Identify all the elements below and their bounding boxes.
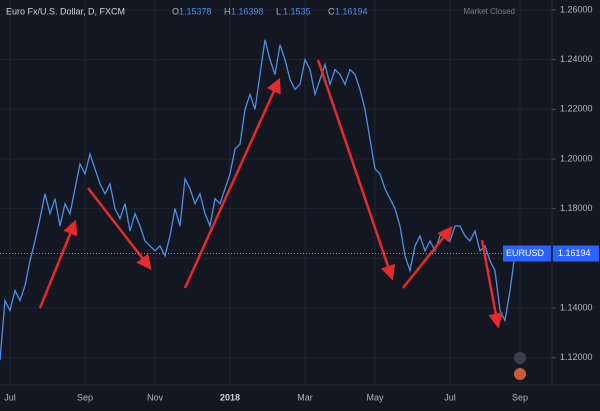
- price-tag-label: 1.16194: [558, 248, 591, 258]
- y-tick-label: 1.14000: [560, 302, 593, 312]
- ohlc-label: O: [172, 6, 179, 16]
- plot: [0, 39, 516, 361]
- event-icon: [514, 368, 526, 380]
- chart-title: Euro Fx/U.S. Dollar, D, FXCM: [6, 6, 125, 16]
- x-tick-label: Nov: [147, 392, 164, 402]
- ohlc-label: H: [224, 6, 231, 16]
- x-tick-label: May: [366, 392, 384, 402]
- y-tick-label: 1.18000: [560, 203, 593, 213]
- y-tick-label: 1.26000: [560, 4, 593, 14]
- ohlc-label: L: [276, 6, 281, 16]
- ohlc-value: 1.16194: [335, 6, 368, 16]
- arrow: [38, 219, 78, 309]
- event-icons: [514, 352, 526, 380]
- y-tick-label: 1.24000: [560, 54, 593, 64]
- x-tick-label: Sep: [77, 392, 93, 402]
- price-line: [0, 39, 516, 361]
- arrow: [183, 77, 281, 289]
- event-icon: [514, 352, 526, 364]
- x-tick-label: Jul: [4, 392, 16, 402]
- ohlc-value: 1.15378: [179, 6, 212, 16]
- x-tick-label: Sep: [512, 392, 528, 402]
- arrow: [402, 226, 453, 289]
- y-tick-label: 1.12000: [560, 352, 593, 362]
- arrow: [316, 59, 396, 281]
- y-tick-label: 1.22000: [560, 104, 593, 114]
- arrow: [480, 239, 504, 329]
- symbol-tag: [503, 245, 551, 262]
- x-tick-label: Jul: [444, 392, 456, 402]
- market-status: Market Closed: [463, 7, 515, 16]
- grid: [0, 0, 552, 385]
- ohlc-value: 1.16398: [231, 6, 264, 16]
- ohlc-label: C: [328, 6, 335, 16]
- x-tick-label: 2018: [220, 392, 240, 402]
- symbol-tag-label: EURUSD: [506, 248, 545, 258]
- arrow: [87, 187, 152, 270]
- ohlc-value: 1.1535: [283, 6, 311, 16]
- price-tag: [553, 245, 599, 262]
- y-tick-label: 1.20000: [560, 153, 593, 163]
- x-tick-label: Mar: [297, 392, 313, 402]
- annotations: [38, 59, 504, 329]
